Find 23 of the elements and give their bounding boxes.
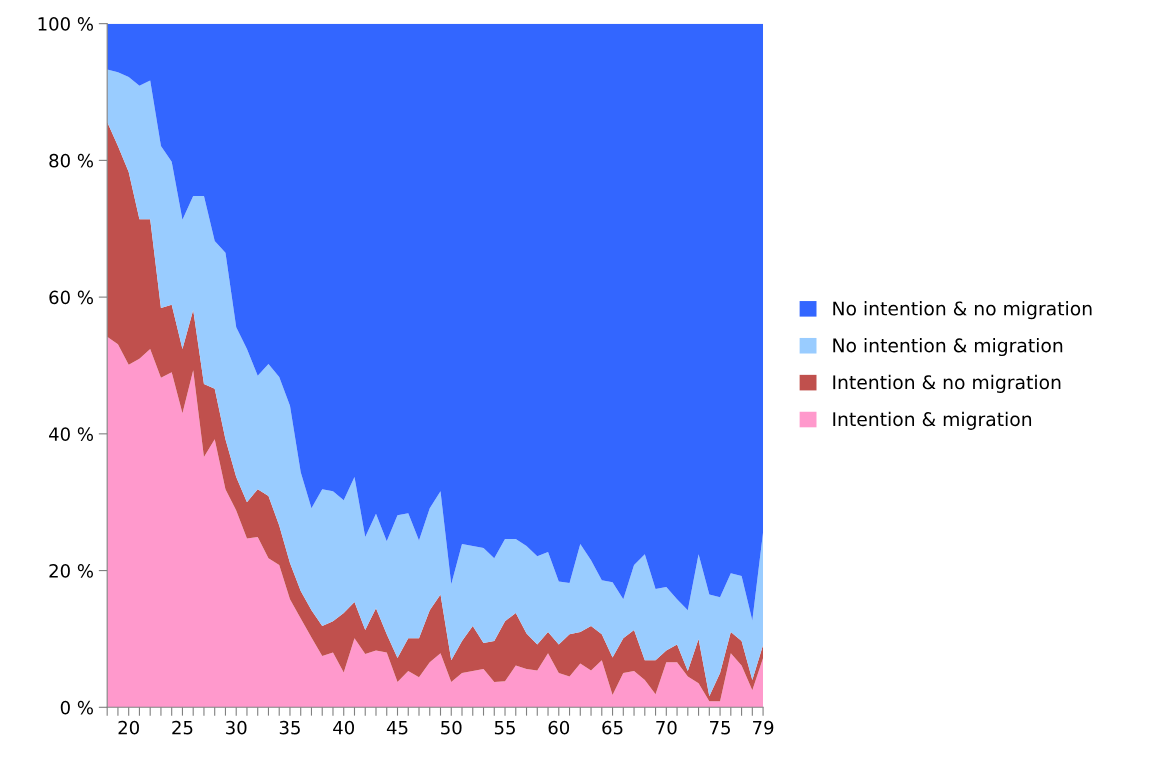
x-tick-label: 75: [710, 721, 730, 735]
x-tick-label: 30: [226, 720, 247, 735]
x-tick-label: 70: [656, 720, 677, 735]
x-tick-label: 65: [602, 720, 623, 735]
x-tick-label: 20: [118, 720, 139, 735]
y-tick-label: 0 %: [60, 700, 93, 715]
y-tick-label: 80 %: [49, 153, 93, 168]
y-tick-label: 40 %: [49, 427, 93, 441]
x-tick-label: 60: [548, 720, 570, 735]
legend-label: Intention & no migration: [833, 374, 1061, 393]
legend-label: Intention & migration: [833, 411, 1032, 430]
x-tick-label: 79: [753, 720, 774, 735]
x-tick-label: 35: [279, 720, 300, 735]
x-tick-label: 50: [441, 720, 462, 735]
y-tick-label: 20 %: [49, 564, 93, 578]
legend-label: No intention & no migration: [833, 301, 1092, 320]
legend-label: No intention & migration: [833, 337, 1063, 357]
x-tick-label: 25: [172, 720, 193, 735]
y-tick-label: 100 %: [38, 17, 93, 31]
y-tick-label: 60 %: [49, 290, 93, 305]
x-tick-label: 40: [333, 720, 355, 735]
x-tick-label: 55: [494, 721, 515, 735]
x-tick-label: 45: [386, 721, 408, 735]
